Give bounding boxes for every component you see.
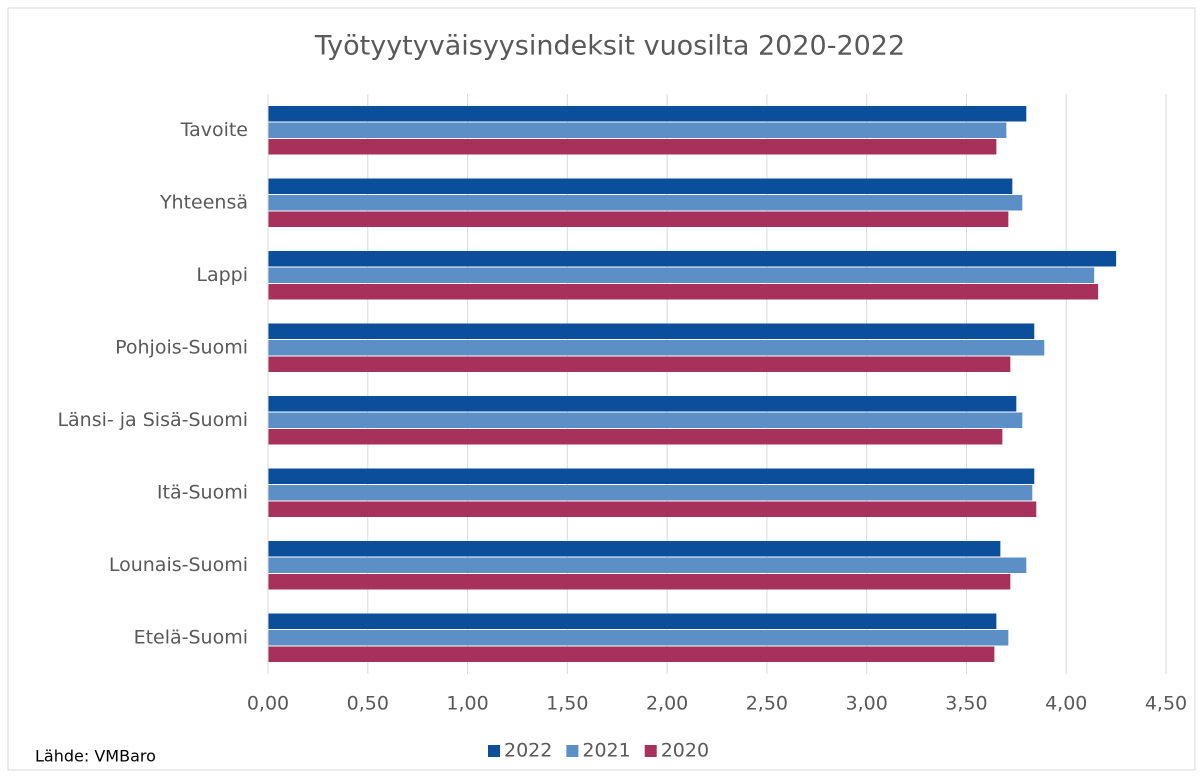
y-tick-label: Tavoite <box>180 119 248 141</box>
x-tick-label: 3,00 <box>846 693 888 715</box>
bar <box>268 106 1027 122</box>
bar <box>268 195 1023 211</box>
bar <box>268 468 1035 484</box>
x-tick-label: 4,50 <box>1145 693 1187 715</box>
bar <box>268 541 1001 557</box>
x-tick-label: 3,50 <box>945 693 987 715</box>
x-tick-label: 1,50 <box>546 693 588 715</box>
y-tick-label: Yhteensä <box>159 191 248 213</box>
x-tick-label: 0,50 <box>347 693 389 715</box>
bar <box>268 429 1003 445</box>
x-tick-label: 4,00 <box>1045 693 1087 715</box>
y-tick-label: Lappi <box>196 264 248 286</box>
chart-title: Työtyytyväisyysindeksit vuosilta 2020-20… <box>314 31 905 62</box>
bar <box>268 557 1027 573</box>
legend-label: 2020 <box>661 740 709 762</box>
bar <box>268 396 1017 412</box>
y-tick-label: Länsi- ja Sisä-Suomi <box>57 409 248 431</box>
legend-label: 2021 <box>582 740 630 762</box>
bar <box>268 501 1037 517</box>
bar <box>268 284 1099 300</box>
legend-swatch <box>644 745 657 757</box>
bar <box>268 323 1035 339</box>
bar <box>268 211 1009 227</box>
bar <box>268 630 1009 646</box>
bar <box>268 267 1095 283</box>
bar <box>268 251 1117 267</box>
bar <box>268 139 997 155</box>
y-tick-label: Itä-Suomi <box>157 481 248 503</box>
bar <box>268 485 1033 501</box>
bar <box>268 340 1045 356</box>
source-note: Lähde: VMBaro <box>35 747 156 766</box>
bar <box>268 646 995 662</box>
x-tick-label: 0,00 <box>247 693 289 715</box>
bar <box>268 574 1011 590</box>
bar <box>268 412 1023 428</box>
y-tick-label: Etelä-Suomi <box>134 626 248 648</box>
bar <box>268 613 997 629</box>
y-tick-label: Lounais-Suomi <box>109 554 248 576</box>
legend-label: 2022 <box>504 740 552 762</box>
x-tick-label: 1,00 <box>446 693 488 715</box>
x-tick-label: 2,50 <box>746 693 788 715</box>
y-tick-label: Pohjois-Suomi <box>115 336 248 358</box>
bar <box>268 178 1013 194</box>
x-tick-label: 2,00 <box>646 693 688 715</box>
bar <box>268 122 1007 138</box>
legend-swatch <box>488 745 500 757</box>
legend-swatch <box>566 745 579 757</box>
bar <box>268 356 1011 372</box>
